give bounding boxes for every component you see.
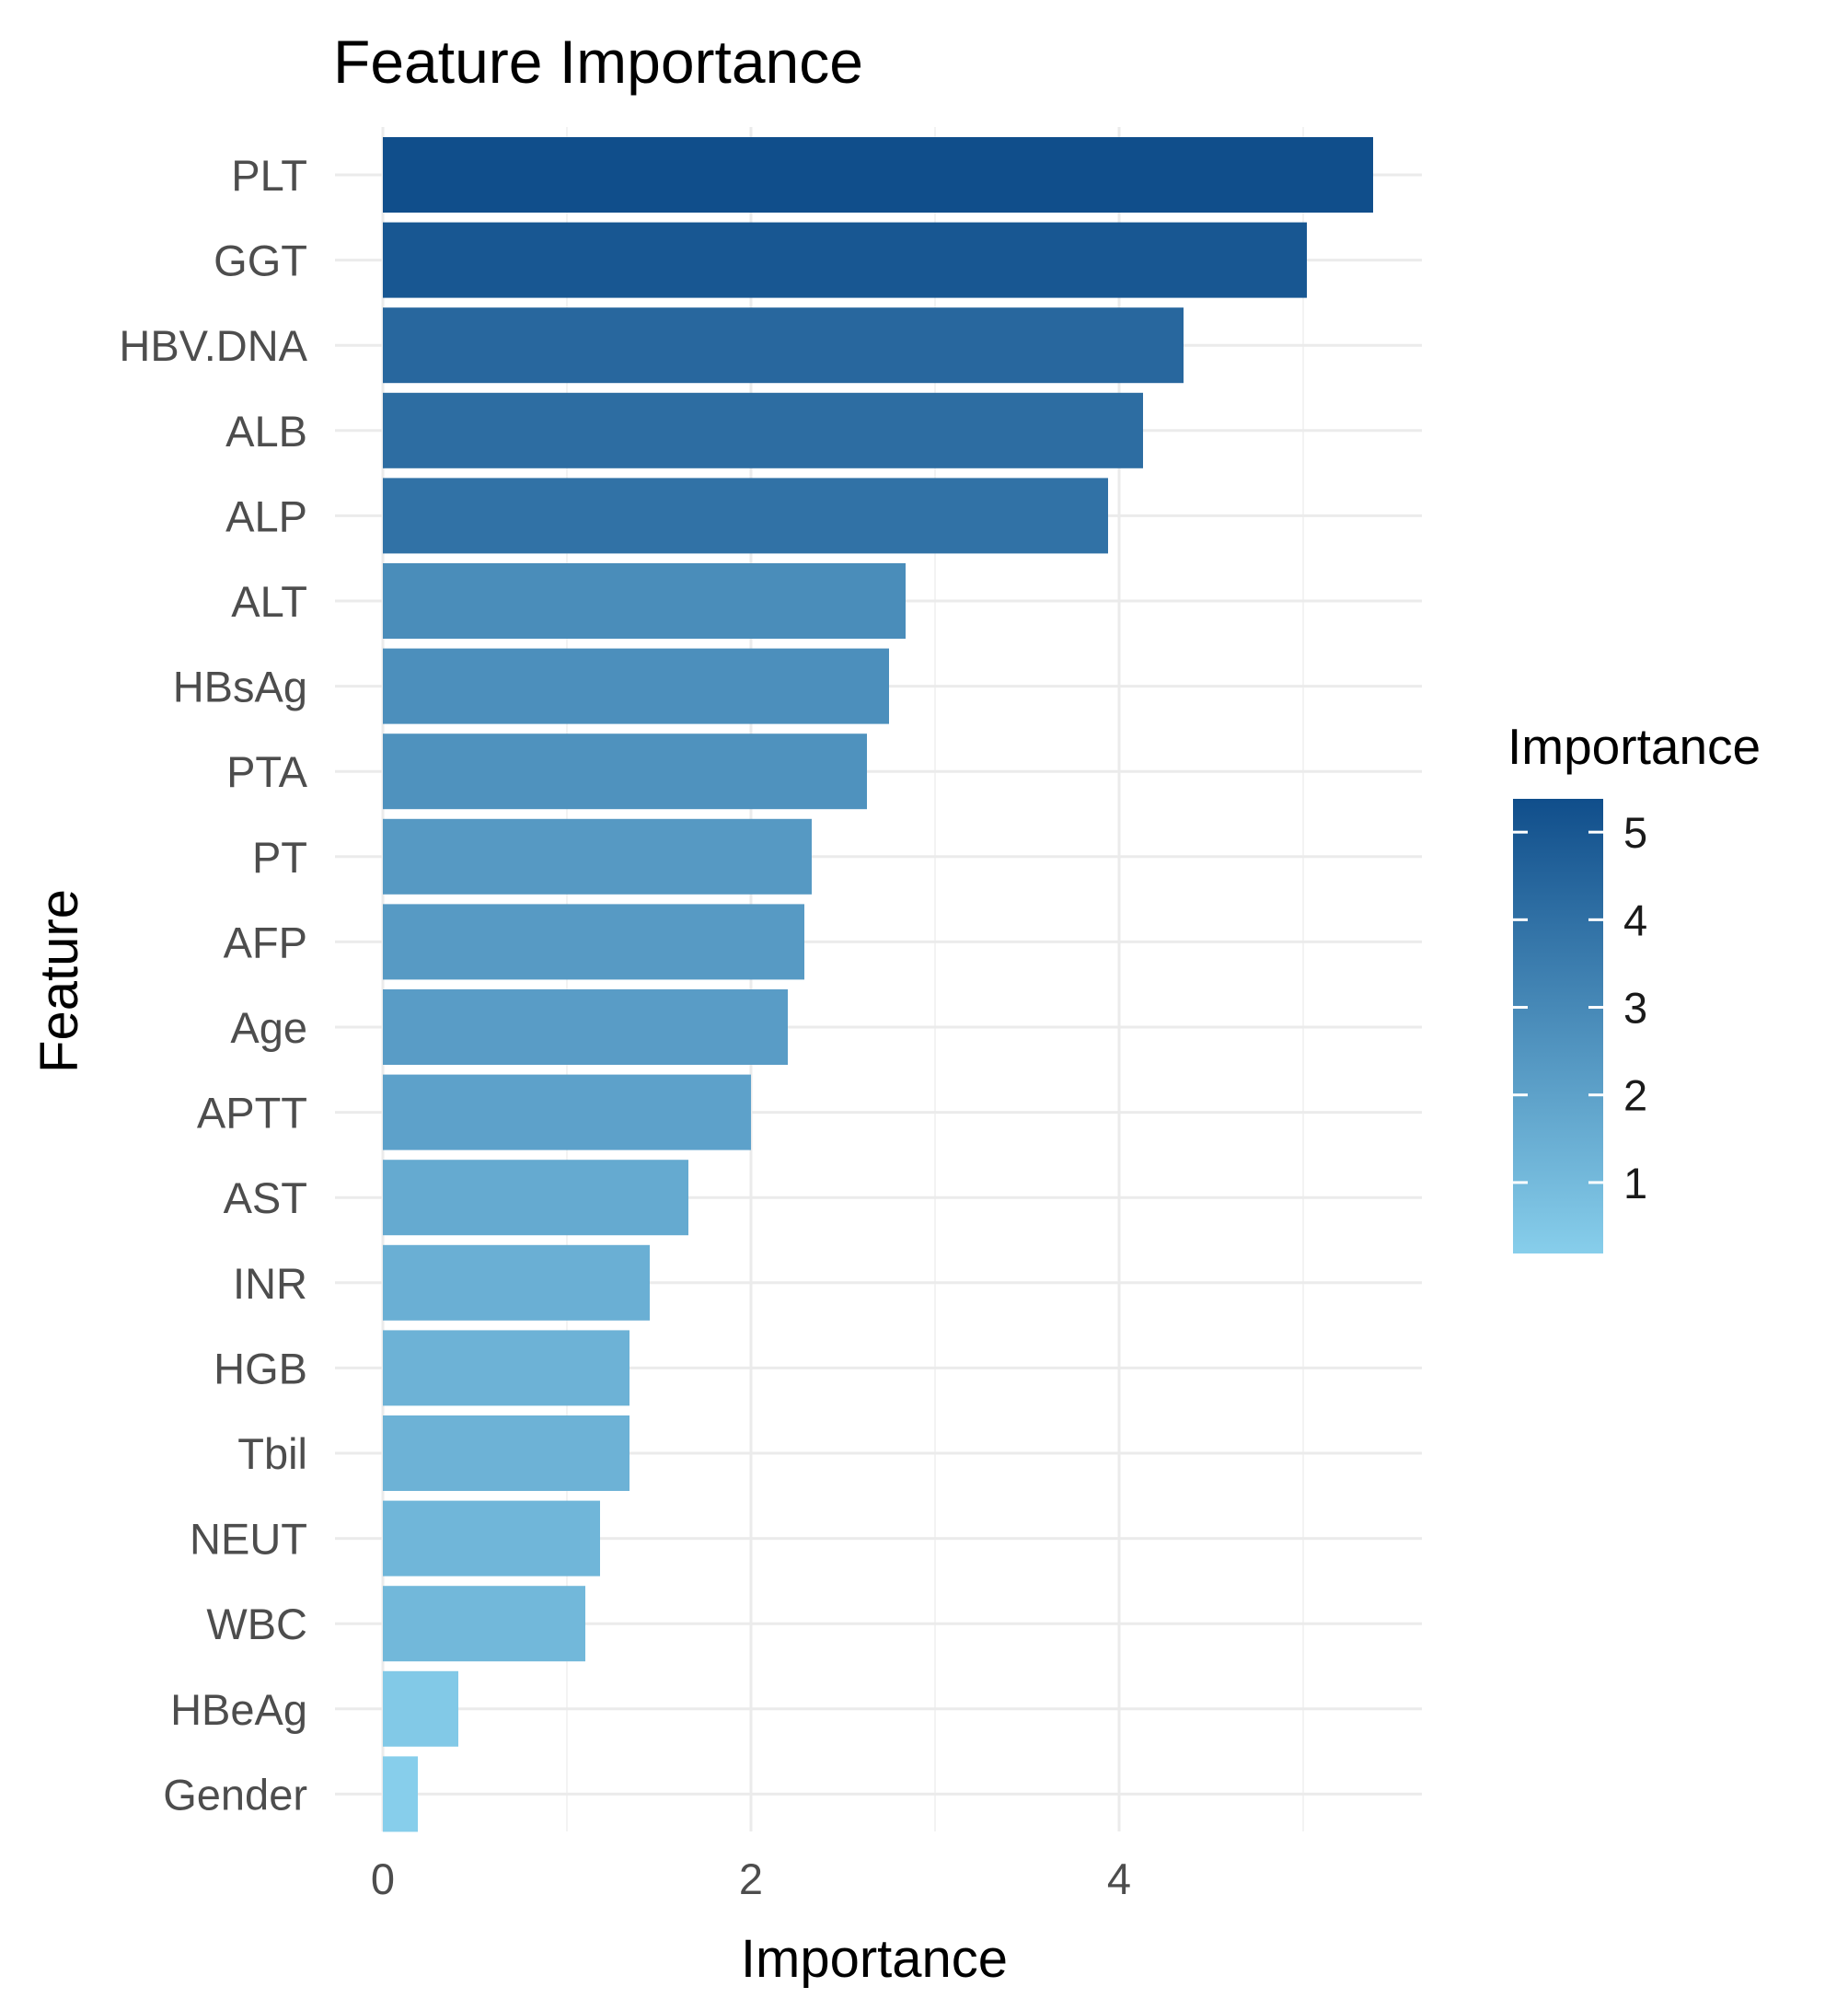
y-tick-label: ALT [231,577,307,626]
y-tick-label: ALB [225,407,307,456]
bar-ast [383,1160,688,1236]
bar-neut [383,1500,600,1577]
legend-tick-label: 5 [1623,808,1647,857]
bar-hbv-dna [383,307,1184,384]
legend-ticks: 1 2 3 4 5 [1513,808,1647,1207]
bar-ggt [383,222,1307,298]
y-tick-label: PTA [226,747,308,796]
bar-pta [383,734,867,810]
bar-age [383,989,788,1065]
y-tick-label: NEUT [190,1515,307,1564]
bar-alp [383,478,1108,554]
legend: Importance 1 2 3 4 5 [1507,718,1761,1253]
y-tick-label: INR [233,1259,307,1308]
bar-alt [383,563,906,639]
y-tick-label: PT [252,833,307,882]
bar-alb [383,392,1143,468]
y-tick-label: APTT [197,1089,307,1138]
x-tick-label: 0 [371,1854,395,1903]
bar-afp [383,904,804,980]
y-tick-label: AST [224,1173,307,1222]
bar-hbeag [383,1670,458,1747]
bar-inr [383,1244,650,1321]
bar-hgb [383,1330,629,1406]
y-tick-label: GGT [214,237,307,285]
bar-hbsag [383,648,889,724]
y-tick-label: PLT [231,151,307,200]
x-tick-labels: 0 2 4 [371,1854,1131,1903]
y-axis-title: Feature [29,889,89,1073]
legend-tick-label: 3 [1623,984,1647,1033]
legend-title: Importance [1507,718,1761,775]
bar-plt [383,137,1373,213]
y-tick-label: Age [230,1003,307,1052]
bar-wbc [383,1586,585,1662]
y-tick-label: HBV.DNA [119,321,307,370]
y-tick-label: Gender [163,1770,307,1819]
y-tick-label: Tbil [237,1429,307,1478]
legend-colorbar [1513,799,1603,1253]
x-tick-label: 4 [1107,1854,1131,1903]
bar-tbil [383,1415,629,1491]
bar-gender [383,1756,418,1832]
bar-pt [383,818,812,895]
chart-title: Feature Importance [333,28,863,96]
y-tick-label: HGB [214,1344,307,1392]
y-tick-label: HBsAg [173,663,307,711]
legend-tick-label: 4 [1623,895,1647,944]
y-tick-label: WBC [206,1600,307,1648]
y-tick-labels: PLT GGT HBV.DNA ALB ALP ALT HBsAg PTA PT AFP Age AP… [119,151,307,1819]
legend-tick-label: 2 [1623,1071,1647,1120]
y-tick-label: AFP [224,918,307,966]
legend-tick-label: 1 [1623,1159,1647,1207]
y-tick-label: HBeAg [170,1685,307,1734]
bar-aptt [383,1074,751,1150]
y-tick-label: ALP [225,491,307,540]
x-axis-title: Importance [741,1929,1008,1989]
x-tick-label: 2 [739,1854,763,1903]
bars [383,137,1373,1832]
